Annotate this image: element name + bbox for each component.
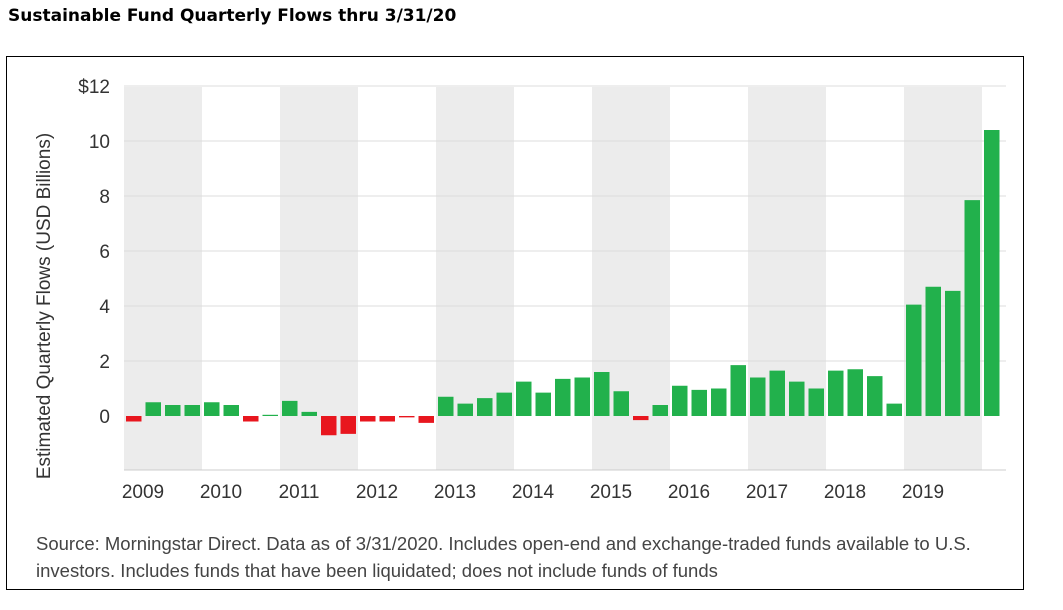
bar-2012Q2: [379, 416, 395, 422]
bar-2013Q3: [477, 398, 493, 416]
gridlines: [124, 85, 1006, 471]
bar-2010Q1: [204, 402, 220, 416]
x-tick-labels: 2009 2010 2011 2012 2013 2014 2015 2016 2017 2018…: [122, 482, 944, 503]
bar-2016Q2: [691, 389, 707, 416]
chart-frame: [6, 56, 1024, 590]
y-axis-label: Estimated Quarterly Flows (USD Billions): [34, 133, 55, 479]
y-tick-label: 2: [99, 352, 110, 373]
bar-2013Q2: [457, 403, 473, 416]
bar-2011Q4: [340, 416, 356, 434]
bar-2018Q1: [828, 370, 844, 416]
bar-2019Q4: [964, 200, 980, 416]
bar-2010Q4: [262, 414, 278, 416]
bar-2018Q2: [847, 369, 863, 416]
x-tick-label: 2010: [200, 482, 242, 503]
x-tick-label: 2018: [824, 482, 866, 503]
bar-2009Q4: [184, 405, 200, 416]
x-tick-label: 2013: [434, 482, 476, 503]
bar-2010Q3: [243, 416, 259, 422]
bar-2011Q1: [282, 400, 298, 416]
bar-2018Q4: [886, 403, 902, 416]
bar-2014Q3: [555, 378, 571, 416]
bar-2009Q1: [126, 416, 142, 422]
bars: [126, 130, 1000, 436]
bar-2016Q1: [672, 385, 688, 416]
bar-2012Q4: [418, 416, 434, 423]
bar-2019Q1: [906, 304, 922, 416]
bar-2017Q1: [750, 377, 766, 416]
x-tick-label: 2009: [122, 482, 164, 503]
bar-2017Q3: [789, 381, 805, 416]
bar-2015Q1: [594, 372, 610, 416]
bar-2014Q2: [535, 392, 551, 416]
y-tick-label: 4: [99, 297, 110, 318]
bar-2013Q4: [496, 392, 512, 416]
x-tick-label: 2017: [746, 482, 788, 503]
source-note: Source: Morningstar Direct. Data as of 3…: [36, 533, 971, 581]
page-title: Sustainable Fund Quarterly Flows thru 3/…: [8, 6, 457, 26]
bar-2017Q4: [808, 388, 824, 416]
bar-2018Q3: [867, 376, 883, 416]
bar-2009Q3: [165, 405, 181, 416]
bar-2015Q3: [633, 416, 649, 421]
bar-2011Q3: [321, 416, 337, 436]
y-tick-labels: 0 2 4 6 8 10 $12: [78, 77, 110, 428]
x-tick-label: 2011: [279, 482, 320, 503]
bar-2014Q4: [574, 377, 590, 416]
bar-2015Q2: [613, 391, 629, 416]
y-tick-label: 6: [99, 242, 110, 263]
x-tick-label: 2012: [356, 482, 398, 503]
bar-2019Q3: [945, 290, 961, 416]
bar-2009Q2: [145, 402, 161, 416]
bar-2016Q4: [730, 365, 746, 416]
bar-2012Q1: [360, 416, 376, 422]
y-tick-label: $12: [78, 77, 110, 98]
bar-2016Q3: [711, 388, 727, 416]
bar-2011Q2: [301, 411, 317, 416]
bar-2012Q3: [399, 416, 415, 418]
x-tick-label: 2019: [902, 482, 944, 503]
bar-2017Q2: [769, 370, 785, 416]
bar-2019Q2: [925, 286, 941, 416]
bar-2010Q2: [223, 405, 239, 416]
x-tick-label: 2014: [512, 482, 555, 503]
x-tick-label: 2015: [590, 482, 632, 503]
bar-2020Q1: [984, 130, 1000, 416]
y-tick-label: 0: [99, 407, 110, 428]
bar-2014Q1: [516, 381, 532, 416]
x-tick-label: 2016: [668, 482, 710, 503]
bar-2015Q4: [652, 405, 668, 416]
y-tick-label: 8: [99, 187, 110, 208]
y-tick-label: 10: [89, 132, 110, 153]
bar-2013Q1: [438, 396, 454, 416]
